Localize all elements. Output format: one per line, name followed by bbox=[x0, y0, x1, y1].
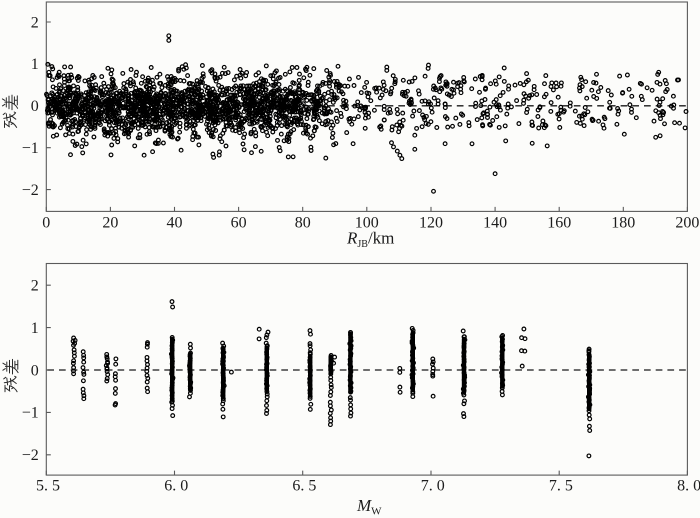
svg-text:6. 5: 6. 5 bbox=[292, 478, 316, 495]
svg-text:8. 0: 8. 0 bbox=[677, 478, 700, 495]
svg-text:−1: −1 bbox=[22, 405, 39, 422]
svg-text:160: 160 bbox=[547, 214, 571, 231]
svg-text:0: 0 bbox=[31, 98, 39, 115]
svg-text:−1: −1 bbox=[22, 140, 39, 157]
svg-text:20: 20 bbox=[102, 214, 118, 231]
svg-text:0: 0 bbox=[42, 214, 50, 231]
svg-text:40: 40 bbox=[167, 214, 183, 231]
svg-text:MW: MW bbox=[356, 496, 382, 518]
svg-text:−2: −2 bbox=[22, 447, 39, 464]
svg-text:80: 80 bbox=[295, 214, 311, 231]
svg-text:180: 180 bbox=[611, 214, 635, 231]
svg-text:RJB/km: RJB/km bbox=[346, 229, 394, 251]
svg-text:1: 1 bbox=[31, 320, 39, 337]
svg-text:100: 100 bbox=[355, 214, 379, 231]
svg-text:7. 0: 7. 0 bbox=[421, 478, 445, 495]
svg-text:60: 60 bbox=[231, 214, 247, 231]
svg-text:120: 120 bbox=[419, 214, 443, 231]
svg-text:6. 0: 6. 0 bbox=[164, 478, 188, 495]
svg-text:−2: −2 bbox=[22, 182, 39, 199]
svg-text:2: 2 bbox=[31, 278, 39, 295]
svg-text:200: 200 bbox=[675, 214, 699, 231]
svg-text:0: 0 bbox=[31, 362, 39, 379]
svg-text:5. 5: 5. 5 bbox=[36, 478, 60, 495]
svg-text:7. 5: 7. 5 bbox=[549, 478, 573, 495]
svg-text:140: 140 bbox=[483, 214, 507, 231]
svg-text:1: 1 bbox=[31, 56, 39, 73]
svg-text:2: 2 bbox=[31, 14, 39, 31]
